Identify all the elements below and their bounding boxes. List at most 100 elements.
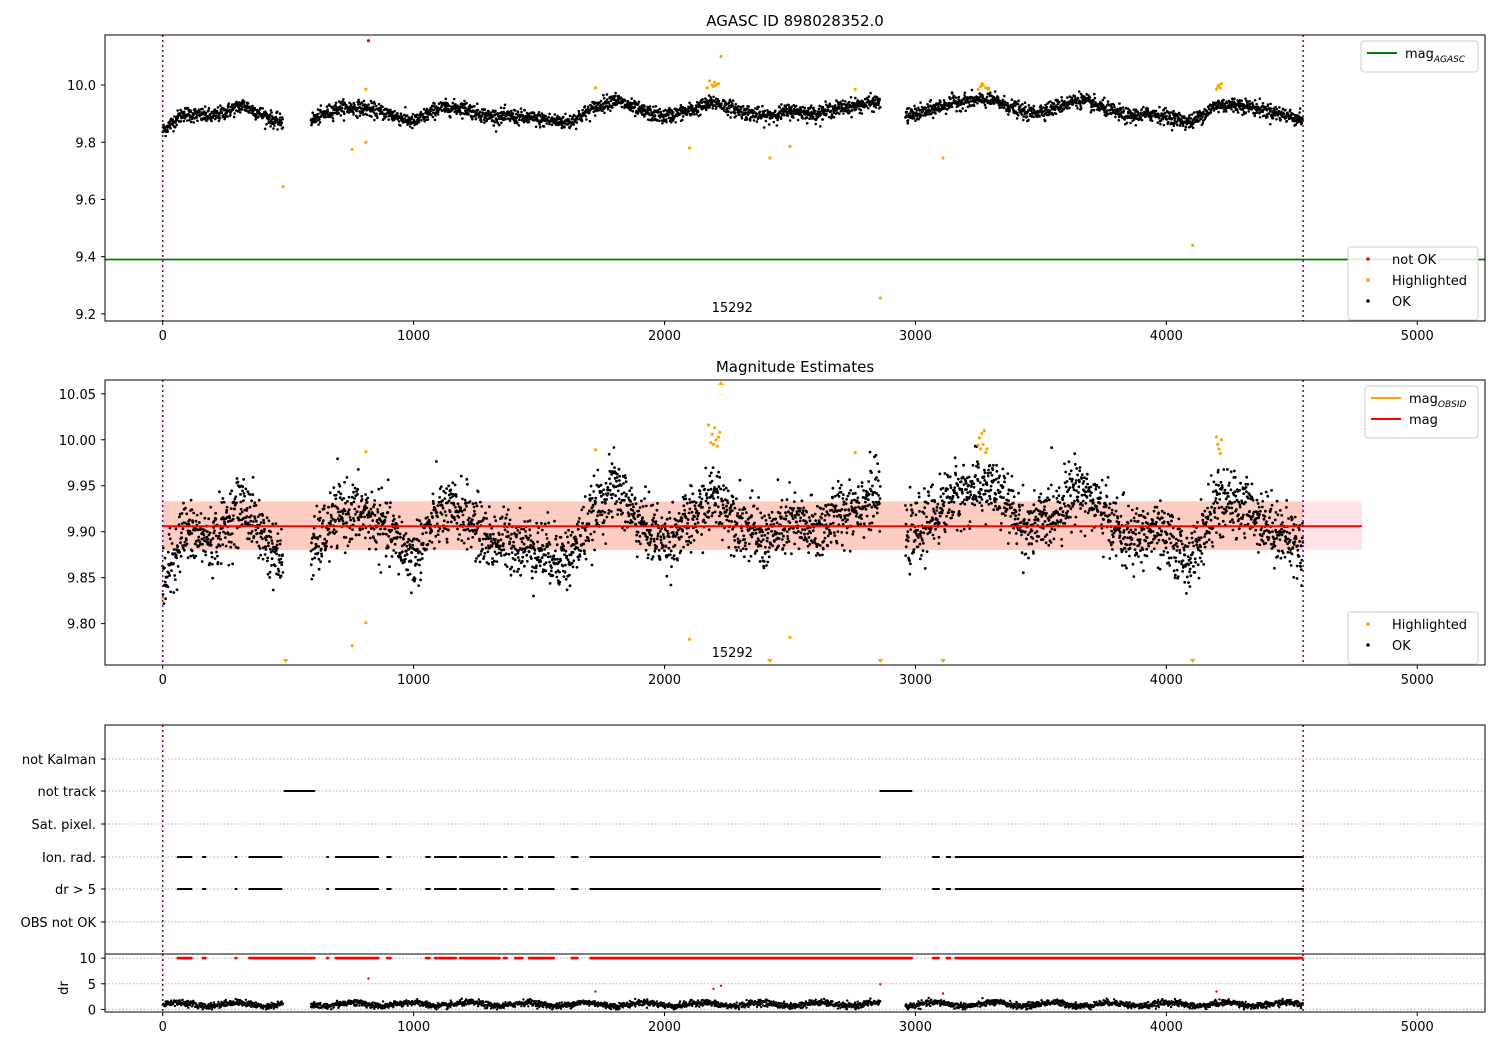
ok-point (1201, 122, 1205, 125)
ok-point (269, 535, 273, 539)
ok-point (263, 553, 267, 556)
highlighted-point (986, 87, 990, 91)
ok-point (530, 557, 533, 560)
ok-point (221, 114, 225, 117)
ok-point (185, 538, 188, 542)
ok-point (271, 522, 275, 526)
ok-point (1065, 107, 1069, 110)
ok-point (269, 530, 272, 534)
ok-point (198, 540, 202, 543)
ok-point (475, 504, 479, 508)
ok-point (494, 109, 497, 113)
ok-point (1039, 104, 1043, 107)
ok-point (360, 494, 364, 498)
ok-point (1157, 116, 1161, 120)
ok-point (516, 110, 520, 114)
ok-point (461, 513, 465, 517)
p1-xtick-label: 1000 (397, 329, 430, 344)
ok-point (183, 110, 186, 114)
ok-point (1269, 122, 1272, 126)
ok-point (325, 539, 329, 543)
ok-point (208, 531, 212, 535)
ok-point (436, 504, 440, 507)
ok-point (167, 571, 171, 575)
ok-point (174, 527, 178, 531)
ok-point (180, 531, 183, 535)
ok-point (1093, 96, 1097, 100)
ok-point (633, 114, 637, 118)
ok-point (276, 532, 280, 535)
ok-point (463, 99, 466, 103)
ok-point (461, 497, 464, 501)
ok-point (255, 540, 259, 544)
ok-point (386, 478, 390, 482)
ok-point (317, 567, 321, 571)
ok-point (1024, 105, 1027, 109)
ok-point (279, 557, 283, 561)
ok-point (478, 500, 482, 504)
ok-point (320, 554, 324, 558)
ok-point (203, 105, 207, 108)
ok-point (983, 103, 987, 107)
ok-point (528, 519, 532, 523)
ok-point (1038, 115, 1041, 118)
ok-point (270, 111, 273, 114)
ok-point (163, 566, 166, 570)
ok-point (492, 559, 496, 563)
ok-point (393, 542, 397, 546)
ok-point (499, 554, 503, 557)
ok-point (242, 499, 245, 502)
highlighted-point (705, 86, 709, 90)
ok-point (514, 112, 518, 116)
ok-point (217, 534, 221, 538)
ok-point (788, 119, 792, 122)
ok-point (536, 555, 540, 559)
ok-point (407, 116, 411, 119)
ok-point (263, 127, 267, 131)
ok-point (441, 499, 444, 502)
ok-point (260, 529, 263, 533)
ok-point (274, 121, 277, 124)
ok-point (331, 119, 335, 123)
ok-point (314, 120, 318, 123)
ok-point (399, 535, 402, 539)
ok-point (174, 553, 178, 557)
ok-point (194, 519, 198, 523)
ok-point (474, 559, 477, 563)
ok-point (215, 550, 218, 554)
ok-point (261, 537, 264, 541)
ok-point (238, 512, 242, 516)
ok-point (510, 565, 514, 569)
ok-point (200, 560, 204, 563)
ok-point (245, 515, 249, 518)
ok-point (490, 544, 494, 548)
ok-point (955, 109, 958, 113)
ok-point (705, 108, 708, 112)
ok-point (400, 520, 404, 524)
p1-lower-legend-label: not OK (1392, 253, 1437, 268)
ok-point (457, 515, 461, 519)
ok-point (403, 560, 406, 564)
ok-point (351, 483, 355, 487)
ok-point (468, 500, 472, 503)
ok-point (393, 109, 396, 113)
ok-point (877, 101, 881, 104)
ok-point (805, 116, 809, 120)
ok-point (379, 108, 383, 111)
ok-point (1236, 108, 1239, 112)
ok-point (444, 491, 447, 495)
ok-point (473, 509, 476, 513)
ok-point (267, 541, 270, 545)
ok-point (1255, 102, 1258, 106)
ok-point (331, 117, 335, 120)
ok-point (842, 112, 845, 115)
ok-point (1020, 113, 1024, 116)
ok-point (334, 497, 338, 501)
ok-point (201, 542, 204, 546)
ok-point (499, 106, 503, 109)
ok-point (271, 542, 274, 545)
ok-point (518, 531, 522, 535)
ok-point (1181, 124, 1185, 127)
ok-point (729, 116, 732, 119)
ok-point (315, 115, 319, 119)
